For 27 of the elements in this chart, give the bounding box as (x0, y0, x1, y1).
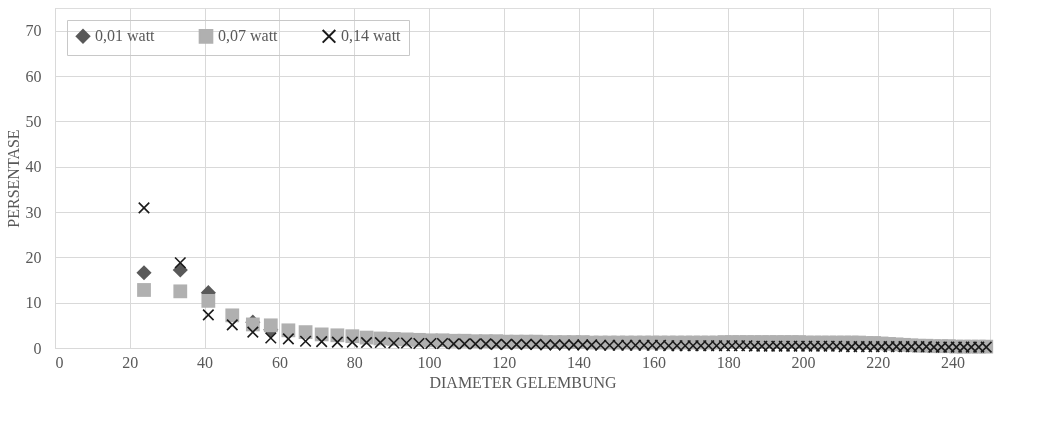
point (136, 265, 152, 281)
x-tick-label: 200 (791, 353, 816, 371)
y-axis-title: PERSENTASE (4, 129, 22, 228)
x-tick-label: 80 (346, 353, 363, 371)
y-tick-label: 30 (25, 203, 42, 221)
y-tick-label: 20 (25, 248, 42, 266)
y-tick-label: 10 (25, 294, 42, 312)
y-tick-label: 0 (33, 339, 42, 357)
legend-label: 0,07 watt (218, 27, 279, 45)
y-tick-label: 40 (25, 158, 42, 176)
x-tick-label: 240 (941, 353, 966, 371)
x-axis-title: DIAMETER GELEMBUNG (429, 373, 617, 391)
x-tick-label: 180 (716, 353, 741, 371)
x-tick-label: 40 (197, 353, 214, 371)
x-tick-label: 20 (122, 353, 139, 371)
x-tick-label: 140 (567, 353, 592, 371)
x-tick-label: 0 (55, 353, 64, 371)
legend-label: 0,14 watt (341, 27, 402, 45)
x-tick-label: 60 (271, 353, 288, 371)
legend-label: 0,01 watt (95, 27, 156, 45)
x-tick-label: 220 (866, 353, 891, 371)
y-tick-label: 50 (25, 112, 42, 130)
x-tick-label: 120 (492, 353, 517, 371)
y-tick-label: 70 (25, 22, 42, 40)
x-tick-label: 100 (417, 353, 442, 371)
y-tick-label: 60 (25, 67, 42, 85)
x-tick-label: 160 (641, 353, 666, 371)
